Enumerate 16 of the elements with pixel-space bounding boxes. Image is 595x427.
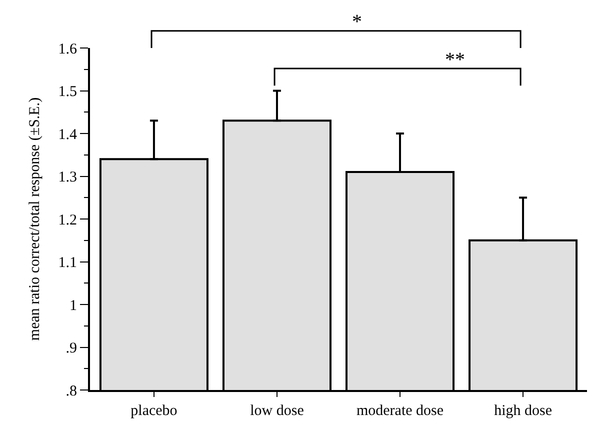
y-tick-label: 1.4	[58, 126, 78, 143]
y-tick-label: 1.1	[58, 255, 77, 271]
y-tick-label: 1.6	[58, 41, 78, 58]
annotation: **	[445, 49, 465, 71]
y-tick-label: 1.2	[58, 212, 77, 228]
text: *	[352, 11, 362, 33]
y-tick-label: 1.5	[58, 84, 77, 100]
x-tick-label: moderate dose	[356, 403, 444, 419]
y-tick-label: .8	[66, 383, 77, 400]
x-tick-label: high dose	[494, 403, 552, 419]
y-tick-label: 1.3	[58, 170, 77, 186]
x-tick-label: low dose	[250, 403, 304, 419]
y-tick-label: 1	[70, 298, 77, 314]
x-tick-label: placebo	[130, 403, 178, 419]
y-tick-label: .9	[66, 340, 77, 356]
y-axis-title: mean ratio correct/total response (±S.E.)	[27, 97, 43, 341]
